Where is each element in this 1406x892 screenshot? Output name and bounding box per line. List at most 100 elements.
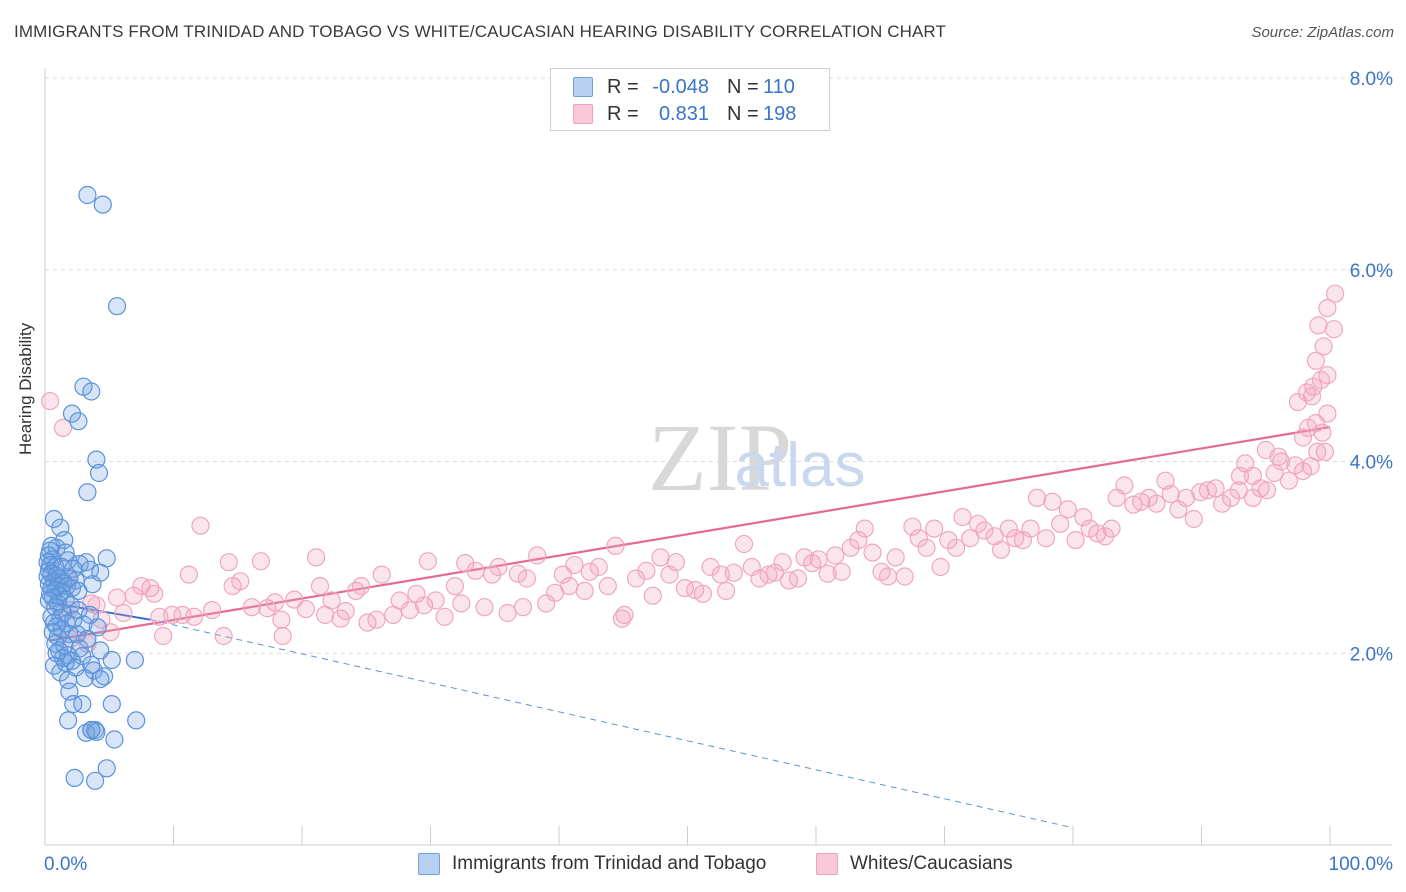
data-point-whites — [779, 571, 799, 590]
data-point-whites — [1043, 492, 1062, 511]
data-point-immigrants — [102, 694, 121, 714]
legend-swatch-pink — [573, 104, 593, 124]
data-point-whites — [666, 553, 686, 572]
data-point-whites — [508, 564, 528, 583]
data-point-whites — [418, 552, 437, 571]
data-point-whites — [242, 598, 261, 617]
data-point-whites — [1318, 299, 1337, 318]
y-tick-label: 6.0% — [1350, 261, 1393, 282]
legend-swatch-blue — [418, 853, 440, 875]
data-point-whites — [724, 563, 743, 582]
data-point-whites — [1325, 284, 1345, 303]
data-point-whites — [163, 605, 182, 625]
y-tick-label: 4.0% — [1350, 453, 1393, 474]
data-point-whites — [513, 598, 533, 617]
watermark-zip: ZIP — [648, 404, 792, 511]
stats-legend: R = -0.048 N = 110 R = 0.831 N = 198 — [550, 68, 830, 131]
data-point-whites — [589, 557, 608, 577]
data-point-whites — [452, 594, 471, 613]
legend-n-label: N = — [727, 102, 759, 125]
data-point-whites — [1051, 514, 1070, 533]
trend-line-whites — [48, 425, 1331, 642]
data-point-whites — [272, 610, 291, 629]
legend-label-whites: Whites/Caucasians — [850, 853, 1013, 874]
data-point-immigrants — [82, 382, 101, 401]
legend-r-label: R = — [607, 75, 639, 98]
data-point-whites — [53, 418, 73, 437]
data-point-whites — [1324, 320, 1344, 339]
data-point-immigrants — [127, 711, 146, 730]
legend-n-value: 198 — [763, 102, 797, 125]
data-point-whites — [939, 530, 958, 550]
data-point-whites — [1115, 476, 1134, 495]
data-point-whites — [826, 546, 845, 565]
data-point-whites — [886, 548, 905, 567]
data-point-whites — [917, 538, 936, 557]
data-point-whites — [1293, 428, 1313, 447]
data-point-immigrants — [80, 560, 100, 579]
data-point-whites — [716, 581, 736, 601]
data-point-whites — [637, 561, 656, 580]
data-point-whites — [925, 519, 944, 538]
data-point-whites — [145, 584, 164, 603]
data-point-whites — [107, 588, 127, 607]
x-tick-label-min: 0.0% — [44, 854, 87, 875]
data-point-whites — [773, 553, 792, 572]
data-point-immigrants — [69, 600, 88, 620]
axes — [44, 68, 1392, 846]
data-point-immigrants — [87, 450, 106, 469]
data-point-whites — [1272, 452, 1291, 471]
legend-n-label: N = — [727, 75, 759, 98]
data-point-whites — [1102, 519, 1121, 538]
data-point-whites — [203, 600, 222, 620]
y-axis-label: Hearing Disability — [16, 322, 35, 455]
data-point-immigrants — [73, 694, 92, 714]
data-point-whites — [975, 521, 994, 540]
data-point-whites — [537, 594, 556, 613]
data-point-whites — [855, 519, 874, 538]
data-point-whites — [528, 546, 547, 565]
data-point-whites — [322, 591, 341, 610]
data-point-whites — [1021, 519, 1040, 538]
data-point-whites — [1206, 479, 1225, 498]
data-point-whites — [701, 557, 720, 577]
data-point-immigrants — [75, 669, 94, 688]
data-point-whites — [1313, 423, 1332, 442]
data-point-immigrants — [44, 656, 64, 675]
data-point-whites — [173, 605, 192, 625]
data-point-whites — [426, 591, 445, 610]
data-point-immigrants — [67, 624, 87, 644]
legend-item-whites: Whites/Caucasians — [816, 852, 1013, 876]
data-point-whites — [849, 530, 868, 550]
data-point-whites — [643, 586, 662, 605]
data-point-whites — [1058, 500, 1078, 519]
tick-labels: 2.0% 4.0% 6.0% 8.0% 0.0% 100.0% — [44, 69, 1393, 875]
data-point-whites — [615, 605, 634, 625]
data-point-whites — [1156, 471, 1175, 490]
y-tick-label: 2.0% — [1350, 644, 1393, 665]
data-point-whites — [759, 565, 778, 584]
data-point-whites — [498, 603, 517, 623]
source-label: Source: ZipAtlas.com — [1251, 24, 1394, 41]
data-point-whites — [565, 555, 584, 575]
legend-r-value: 0.831 — [658, 102, 709, 125]
data-point-whites — [895, 567, 914, 586]
data-point-whites — [415, 596, 434, 615]
data-point-whites — [265, 593, 285, 612]
data-point-whites — [909, 529, 928, 548]
data-point-whites — [445, 576, 464, 596]
data-point-whites — [185, 607, 204, 626]
data-point-whites — [1212, 494, 1232, 513]
legend-r-value: -0.048 — [652, 75, 709, 98]
data-point-immigrants — [62, 404, 82, 423]
data-point-immigrants — [78, 483, 97, 502]
data-point-whites — [400, 600, 419, 620]
data-point-immigrants — [97, 759, 116, 778]
data-point-whites — [903, 517, 922, 536]
y-tick-label: 8.0% — [1350, 69, 1393, 90]
data-point-whites — [1229, 481, 1248, 500]
data-point-whites — [1074, 507, 1093, 527]
data-point-whites — [560, 576, 579, 596]
data-point-whites — [456, 553, 475, 573]
